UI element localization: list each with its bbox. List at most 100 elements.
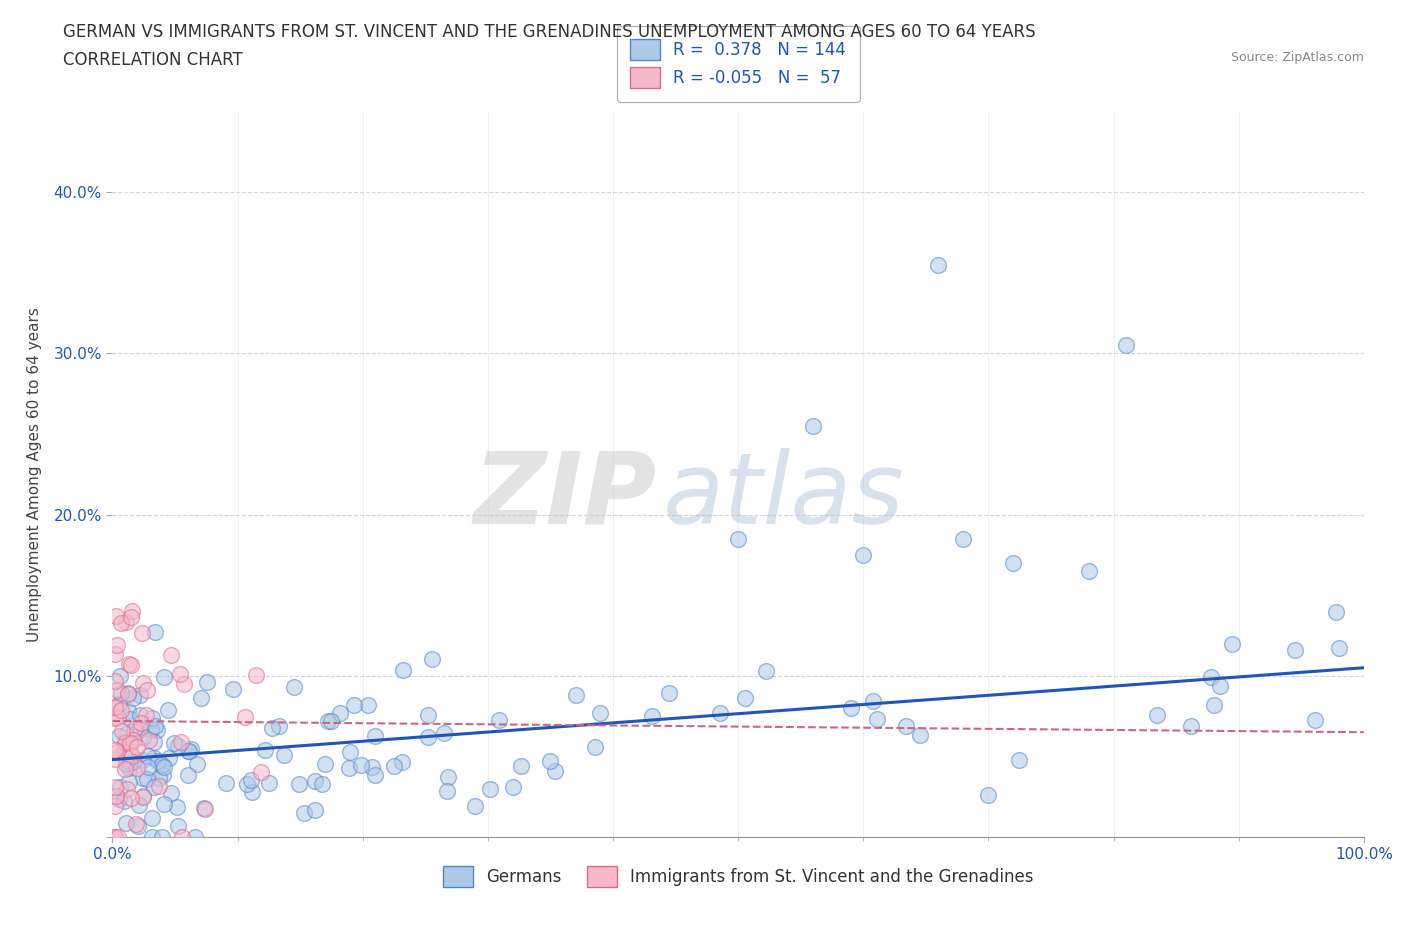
Point xyxy=(1002,555,1025,570)
Point xyxy=(141,810,163,825)
Point xyxy=(146,723,169,737)
Point xyxy=(564,688,586,703)
Point xyxy=(136,772,159,787)
Point xyxy=(195,674,218,689)
Point xyxy=(138,760,160,775)
Point xyxy=(1115,338,1137,352)
Point xyxy=(118,657,141,671)
Point xyxy=(245,667,267,682)
Point xyxy=(148,753,170,768)
Point xyxy=(131,730,153,745)
Point xyxy=(115,615,138,630)
Point xyxy=(115,782,138,797)
Point xyxy=(464,798,486,813)
Point xyxy=(1146,708,1168,723)
Point xyxy=(1209,679,1232,694)
Point xyxy=(141,830,163,844)
Point xyxy=(755,664,778,679)
Point xyxy=(110,616,132,631)
Point xyxy=(222,682,245,697)
Point xyxy=(233,710,256,724)
Point xyxy=(839,700,862,715)
Point xyxy=(1204,698,1226,712)
Point xyxy=(177,768,200,783)
Point xyxy=(104,646,127,661)
Point xyxy=(433,726,456,741)
Point xyxy=(120,736,142,751)
Point xyxy=(107,728,129,743)
Point xyxy=(166,818,188,833)
Point xyxy=(292,805,315,820)
Point xyxy=(159,786,181,801)
Legend: Germans, Immigrants from St. Vincent and the Grenadines: Germans, Immigrants from St. Vincent and… xyxy=(436,859,1040,894)
Point xyxy=(952,531,974,546)
Point xyxy=(260,720,283,735)
Point xyxy=(257,776,280,790)
Point xyxy=(502,779,524,794)
Point xyxy=(112,743,135,758)
Point xyxy=(112,793,135,808)
Point xyxy=(1303,712,1326,727)
Point xyxy=(194,802,217,817)
Point xyxy=(104,699,127,714)
Point xyxy=(288,777,311,791)
Point xyxy=(173,677,195,692)
Point xyxy=(180,742,202,757)
Point xyxy=(157,703,180,718)
Point xyxy=(157,751,180,765)
Point xyxy=(127,761,149,776)
Point xyxy=(150,757,173,772)
Point xyxy=(166,800,188,815)
Point xyxy=(105,745,128,760)
Point xyxy=(254,743,277,758)
Point xyxy=(267,718,290,733)
Point xyxy=(132,789,155,804)
Point xyxy=(110,780,132,795)
Point xyxy=(128,687,150,702)
Point xyxy=(364,729,387,744)
Point xyxy=(143,625,166,640)
Point xyxy=(382,758,405,773)
Text: Source: ZipAtlas.com: Source: ZipAtlas.com xyxy=(1230,51,1364,64)
Point xyxy=(316,713,339,728)
Point xyxy=(1180,719,1202,734)
Point xyxy=(862,693,884,708)
Point xyxy=(416,729,439,744)
Point xyxy=(172,830,194,844)
Point xyxy=(115,726,138,741)
Point xyxy=(250,764,273,779)
Point xyxy=(184,830,207,844)
Point xyxy=(361,760,384,775)
Point xyxy=(143,735,166,750)
Point xyxy=(437,769,460,784)
Point xyxy=(132,771,155,786)
Point xyxy=(121,604,143,618)
Point xyxy=(118,761,141,776)
Point xyxy=(148,778,170,793)
Point xyxy=(160,647,183,662)
Point xyxy=(139,722,162,737)
Point xyxy=(852,548,875,563)
Point xyxy=(104,608,127,623)
Point xyxy=(1327,641,1350,656)
Point xyxy=(658,685,681,700)
Point xyxy=(104,700,127,715)
Point xyxy=(104,779,127,794)
Point xyxy=(110,685,132,700)
Point xyxy=(186,757,208,772)
Point xyxy=(589,706,612,721)
Point xyxy=(509,759,531,774)
Point xyxy=(1220,636,1243,651)
Point xyxy=(117,703,139,718)
Point xyxy=(150,830,173,844)
Point xyxy=(107,791,129,806)
Point xyxy=(1324,604,1347,619)
Point xyxy=(118,743,141,758)
Point xyxy=(329,705,352,720)
Point xyxy=(128,798,150,813)
Point xyxy=(107,830,129,844)
Point xyxy=(138,748,160,763)
Point xyxy=(544,764,567,778)
Point xyxy=(734,691,756,706)
Point xyxy=(120,610,142,625)
